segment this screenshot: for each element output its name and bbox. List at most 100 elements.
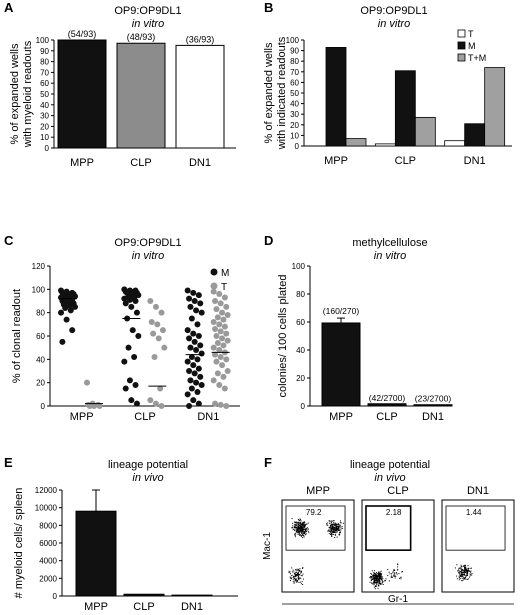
panel-f-event bbox=[387, 575, 389, 577]
panel-f-event bbox=[331, 535, 333, 537]
panel-f-event bbox=[333, 527, 335, 529]
panel-c-category-label: CLP bbox=[134, 411, 155, 423]
panel-d-category-label: CLP bbox=[376, 411, 397, 423]
panel-c-point-T bbox=[217, 328, 224, 335]
panel-f-event bbox=[329, 526, 331, 528]
panel-f-event bbox=[460, 571, 462, 573]
panel-c-point-T bbox=[217, 401, 224, 408]
panel-f-event bbox=[296, 581, 298, 583]
panel-f-event bbox=[459, 575, 461, 577]
panel-f-event bbox=[300, 575, 302, 577]
panel-f-event bbox=[301, 523, 303, 525]
panel-f-event bbox=[377, 573, 379, 575]
panel-f-event bbox=[378, 573, 380, 575]
panel-f-xlabel: Gr-1 bbox=[388, 594, 408, 605]
panel-c-point-M bbox=[197, 342, 204, 349]
panel-b-ytick-label: 10 bbox=[290, 131, 299, 140]
panel-f-event bbox=[333, 526, 335, 528]
panel-f-event bbox=[299, 525, 301, 527]
panel-f-event bbox=[466, 568, 468, 570]
panel-f-event bbox=[296, 573, 298, 575]
panel-c-ytick-label: 100 bbox=[32, 285, 46, 294]
panel-f-event bbox=[331, 526, 333, 528]
panel-a-ylabel: % of expanded wellswith myeloid readouts bbox=[9, 40, 34, 148]
panel-f-event bbox=[334, 529, 336, 531]
panel-f-event bbox=[301, 535, 303, 537]
panel-c-point-M bbox=[186, 368, 193, 374]
panel-f-event bbox=[300, 577, 302, 579]
panel-c-point-T bbox=[214, 340, 221, 346]
panel-f-event bbox=[298, 578, 300, 580]
panel-d-bar bbox=[321, 322, 361, 407]
panel-f-event bbox=[373, 574, 375, 576]
panel-f-event bbox=[371, 570, 373, 572]
panel-f-event bbox=[393, 575, 395, 577]
panel-f-event bbox=[391, 573, 393, 575]
panel-f-event bbox=[467, 570, 469, 572]
panel-f-event bbox=[291, 577, 293, 579]
panel-c-point-M bbox=[191, 338, 198, 345]
panel-c-point-M bbox=[121, 358, 128, 365]
panel-f-event bbox=[380, 578, 382, 580]
panel-f-event bbox=[471, 574, 473, 576]
panel-f-event bbox=[464, 569, 466, 571]
panel-c-point-M bbox=[188, 385, 195, 392]
panel-f-event bbox=[379, 573, 381, 575]
panel-f-event bbox=[294, 525, 296, 527]
panel-b-bar-T+M bbox=[345, 138, 367, 147]
panel-f-event bbox=[331, 533, 333, 535]
panel-f-event bbox=[372, 576, 374, 578]
panel-f-event bbox=[298, 574, 300, 576]
panel-f-event bbox=[333, 520, 335, 522]
panel-f-event bbox=[330, 533, 332, 535]
panel-f-event bbox=[302, 521, 304, 523]
panel-f-event bbox=[397, 564, 399, 566]
panel-c-ytick-label: 60 bbox=[36, 332, 45, 341]
panel-f-event bbox=[379, 575, 381, 577]
panel-c-point-T bbox=[161, 344, 168, 351]
panel-f-event bbox=[459, 566, 461, 568]
panel-f-event bbox=[294, 527, 296, 529]
panel-f-event bbox=[327, 530, 329, 532]
panel-f-event bbox=[303, 521, 305, 523]
panel-f-event bbox=[381, 575, 383, 577]
panel-c-point-T bbox=[157, 385, 164, 392]
panel-f-event bbox=[299, 518, 301, 520]
panel-f-gate bbox=[365, 505, 412, 551]
panel-f-event bbox=[378, 572, 380, 574]
panel-f-event bbox=[291, 567, 293, 569]
panel-f-event bbox=[379, 581, 381, 583]
panel-f-event bbox=[378, 574, 380, 576]
panel-f-event bbox=[296, 579, 298, 581]
panel-f-event bbox=[466, 571, 468, 573]
panel-c-point-T bbox=[216, 291, 223, 297]
panel-c-point-T bbox=[96, 403, 103, 409]
panel-f-event bbox=[328, 530, 330, 532]
panel-f-event bbox=[297, 518, 299, 520]
panel-f-event bbox=[375, 577, 377, 579]
panel-f-event bbox=[377, 578, 379, 580]
panel-f-event bbox=[328, 529, 330, 531]
panel-f-event bbox=[340, 527, 342, 529]
panel-f-event bbox=[376, 582, 378, 584]
panel-f-event bbox=[387, 569, 389, 571]
panel-f-event bbox=[296, 568, 298, 570]
panel-f-event bbox=[375, 578, 377, 580]
panel-f-event bbox=[295, 575, 297, 577]
panel-c-point-T bbox=[158, 309, 165, 316]
panel-f-event bbox=[299, 526, 301, 528]
panel-f-event bbox=[289, 576, 291, 578]
panel-f-event bbox=[373, 572, 375, 574]
panel-f-event bbox=[469, 570, 471, 572]
panel-f-event bbox=[302, 530, 304, 532]
panel-f-event bbox=[338, 524, 340, 526]
panel-f-event bbox=[296, 528, 298, 530]
panel-f-event bbox=[293, 576, 295, 578]
panel-f-event bbox=[376, 575, 378, 577]
panel-f-event bbox=[369, 576, 371, 578]
panel-f-event bbox=[467, 578, 469, 580]
panel-f-event bbox=[376, 583, 378, 585]
panel-c-point-T bbox=[220, 316, 227, 323]
panel-b-ytick-label: 50 bbox=[290, 89, 299, 98]
panel-f-event bbox=[379, 576, 381, 578]
